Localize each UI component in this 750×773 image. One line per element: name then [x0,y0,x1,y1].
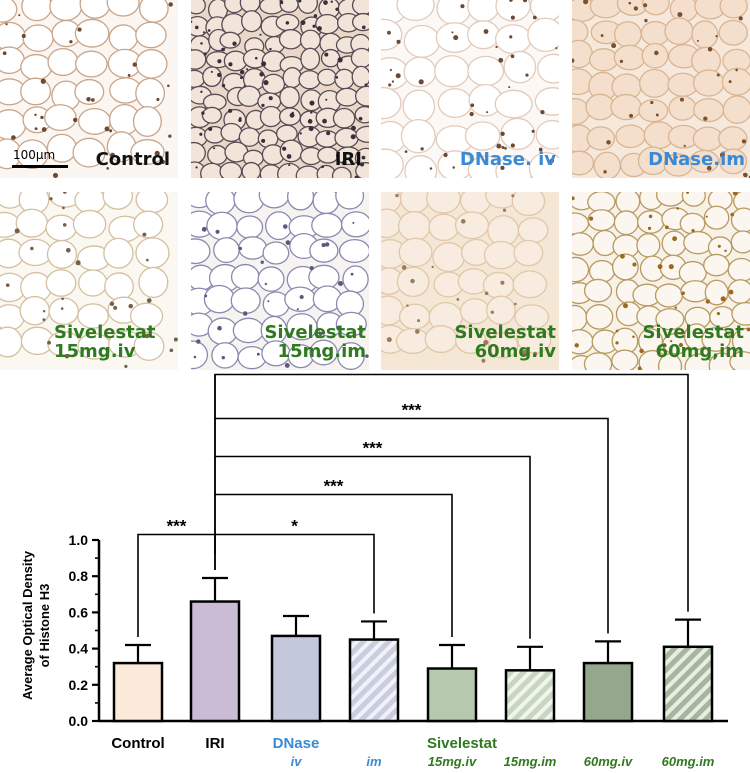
micrograph-grid: 100μm Control IRI DNase. iv DNase.im Siv… [0,0,750,372]
panel-label-iri: IRI [334,149,362,170]
micrograph-sivelestat-60-iv [381,192,559,370]
significance-bracket-4 [214,417,609,634]
significance-label-2: *** [324,477,344,496]
bar-chart: 0.0 0.2 0.4 0.6 0.8 1.0 Average Optical Densit… [20,372,728,769]
y-tick-label: 0.6 [69,604,89,620]
x-label-sivelestat-15mg-iv: 15mg.iv [428,754,477,769]
bar-2 [270,634,322,723]
significance-label-5: * [448,372,455,376]
x-label-iri: IRI [205,735,224,752]
y-axis-label-line1: Average Optical Density [20,550,35,700]
panel-label-sivelestat-15-iv: Sivelestat 15mg.iv [54,322,156,362]
bar-1 [189,600,241,723]
panel-label-control: Control [95,149,170,170]
micrograph-dnase-im [572,0,750,178]
significance-label-3: *** [363,439,383,458]
panel-label-dnase-im: DNase.im [648,149,745,170]
micrograph-sivelestat-15-iv [0,192,178,370]
significance-bracket-3 [214,455,531,639]
bar-4 [426,667,478,723]
micrograph-sivelestat-15-im [191,192,369,370]
micrograph-sivelestat-60-im [572,192,750,370]
panel-label-sivelestat-15-im: Sivelestat 15mg.im [264,322,366,362]
bar-7 [662,645,714,723]
x-label-dnase-im: im [366,754,382,769]
x-label-sivelestat-60mg-im: 60mg.im [662,754,715,769]
significance-label-0: *** [167,517,187,536]
scale-bar [12,165,68,168]
bar-5 [504,669,556,723]
panel-label-sivelestat-60-iv: Sivelestat 60mg.iv [454,322,556,362]
y-tick-label: 0.4 [69,641,89,657]
x-label-sivelestat: Sivelestat [427,735,497,752]
x-label-dnase: DNase [273,735,320,752]
x-label-sivelestat-60mg-iv: 60mg.iv [584,754,633,769]
y-axis-label-line2: of Histone H3 [37,584,52,668]
micrograph-dnase-iv [381,0,559,178]
bar-3 [348,638,400,723]
y-tick-label: 1.0 [69,532,89,548]
x-label-control: Control [111,735,164,752]
y-tick-label: 0.8 [69,568,89,584]
micrograph-iri [191,0,369,178]
micrograph-control [0,0,178,178]
bar-0 [112,661,164,723]
panel-label-dnase-iv: DNase. iv [459,149,556,170]
y-tick-label: 0.2 [69,677,89,693]
x-label-sivelestat-15mg-im: 15mg.im [504,754,557,769]
significance-bracket-2 [214,493,453,637]
significance-label-1: * [291,517,298,536]
bar-6 [582,661,634,723]
x-label-dnase-iv: iv [291,754,303,769]
panel-label-sivelestat-60-im: Sivelestat 60mg,im [642,322,744,362]
scale-bar-label: 100μm [13,148,56,162]
significance-label-4: *** [402,401,422,420]
y-tick-label: 0.0 [69,713,89,729]
